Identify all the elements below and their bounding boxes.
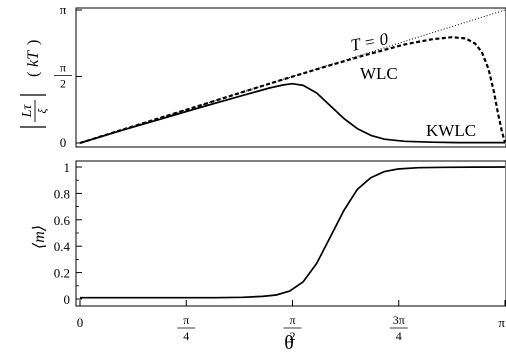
- magnetization-series: [80, 166, 506, 299]
- magnetization-y-label: ⟨m⟩: [31, 225, 48, 249]
- svg-text:Lτ: Lτ: [20, 104, 35, 119]
- svg-text:π: π: [183, 313, 189, 327]
- magnetization-y-tick-label: 0.6: [54, 213, 71, 228]
- series-magnetization: [80, 166, 506, 299]
- svg-text:(: (: [25, 72, 42, 77]
- svg-text:kT: kT: [25, 50, 42, 67]
- series-wlc: [79, 36, 506, 145]
- svg-text:ξ: ξ: [35, 108, 49, 114]
- annotation-wlc: WLC: [360, 64, 398, 83]
- svg-text:4: 4: [396, 329, 402, 343]
- magnetization-y-tick-label: 0.8: [54, 186, 70, 201]
- x-tick-label: 3π4: [389, 313, 408, 343]
- magnetization-y-tick-label: 1: [64, 160, 71, 175]
- x-axis-label: θ: [284, 332, 294, 354]
- torque-y-tick-label: π: [60, 2, 67, 17]
- x-tick-label: π: [498, 315, 505, 330]
- svg-text:π: π: [289, 313, 295, 327]
- annotation-t0: T = 0: [349, 29, 390, 55]
- svg-text:3π: 3π: [393, 313, 405, 327]
- torque-series: [79, 9, 506, 145]
- svg-text:): ): [25, 40, 42, 45]
- magnetization-plot-frame: [75, 160, 506, 307]
- magnetization-y-tick-label: 0.2: [54, 266, 70, 281]
- x-tick-label: π2: [283, 313, 302, 343]
- torque-plot-frame: [75, 7, 506, 148]
- magnetization-y-tick-label: 0: [64, 292, 71, 307]
- svg-text:2: 2: [290, 329, 296, 343]
- series-kwlc: [79, 82, 505, 144]
- x-tick-label: π4: [177, 313, 196, 343]
- x-tick-label: 0: [77, 315, 84, 330]
- torque-y-label: Lτ ξ ( kT ): [20, 40, 49, 128]
- svg-text:4: 4: [183, 329, 189, 343]
- annotation-kwlc: KWLC: [426, 121, 476, 140]
- torque-y-tick-label: 0: [60, 135, 67, 150]
- magnetization-y-tick-label: 0.4: [54, 239, 71, 254]
- torque-y-tick-label: π2: [54, 61, 72, 91]
- svg-text:π: π: [60, 61, 66, 75]
- svg-text:2: 2: [60, 77, 66, 91]
